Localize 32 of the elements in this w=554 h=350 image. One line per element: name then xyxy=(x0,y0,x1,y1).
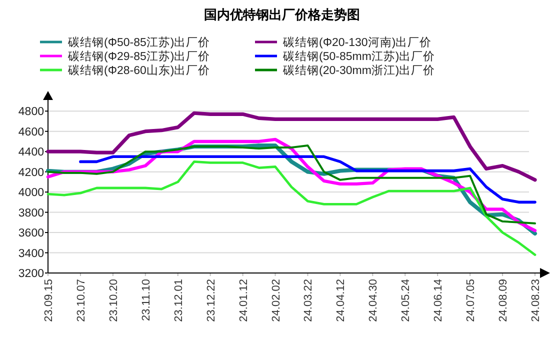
y-tick-label: 4600 xyxy=(18,126,44,138)
legend-label: 碳结钢(Φ28-60山东)出厂价 xyxy=(67,63,210,77)
x-tick-label: 24.05.24 xyxy=(400,279,412,322)
x-tick-label: 24.02.02 xyxy=(270,279,282,322)
y-tick-label: 4200 xyxy=(18,166,44,179)
y-tick-label: 4000 xyxy=(18,187,44,200)
x-tick-label: 24.06.14 xyxy=(432,279,445,322)
y-tick-label: 3200 xyxy=(18,268,44,280)
y-tick-label: 4800 xyxy=(18,106,44,118)
x-tick-label: 23.09.15 xyxy=(43,279,55,322)
legend-label: 碳结钢(Φ29-85江苏)出厂价 xyxy=(67,50,210,63)
x-tick-label: 23.11.10 xyxy=(140,279,152,322)
x-tick-label: 23.10.07 xyxy=(75,279,88,322)
x-tick-label: 24.03.22 xyxy=(302,279,315,322)
y-tick-label: 3800 xyxy=(18,207,44,220)
x-tick-label: 24.07.05 xyxy=(465,279,478,322)
legend-label: 碳结钢(20-30mm浙江)出厂价 xyxy=(282,64,436,77)
legend-label: 碳结钢(Φ20-130河南)出厂价 xyxy=(282,36,432,49)
x-tick-label: 24.01.12 xyxy=(238,279,250,322)
y-tick-label: 4400 xyxy=(18,146,44,159)
legend-label: 碳结钢(Φ50-85江苏)出厂价 xyxy=(67,36,210,49)
x-tick-label: 24.04.12 xyxy=(335,279,348,322)
y-tick-label: 3400 xyxy=(18,248,44,260)
x-tick-label: 24.08.23 xyxy=(530,279,542,322)
x-tick-label: 24.08.09 xyxy=(498,279,510,322)
x-tick-label: 23.10.20 xyxy=(108,279,120,322)
x-tick-label: 23.12.01 xyxy=(172,279,185,322)
x-tick-label: 24.04.30 xyxy=(368,279,380,322)
x-tick-label: 23.12.22 xyxy=(205,279,218,322)
chart-title: 国内优特钢出厂价格走势图 xyxy=(204,7,360,22)
legend-label: 碳结钢(50-85mm江苏)出厂价 xyxy=(282,50,436,63)
y-tick-label: 3600 xyxy=(18,228,44,240)
